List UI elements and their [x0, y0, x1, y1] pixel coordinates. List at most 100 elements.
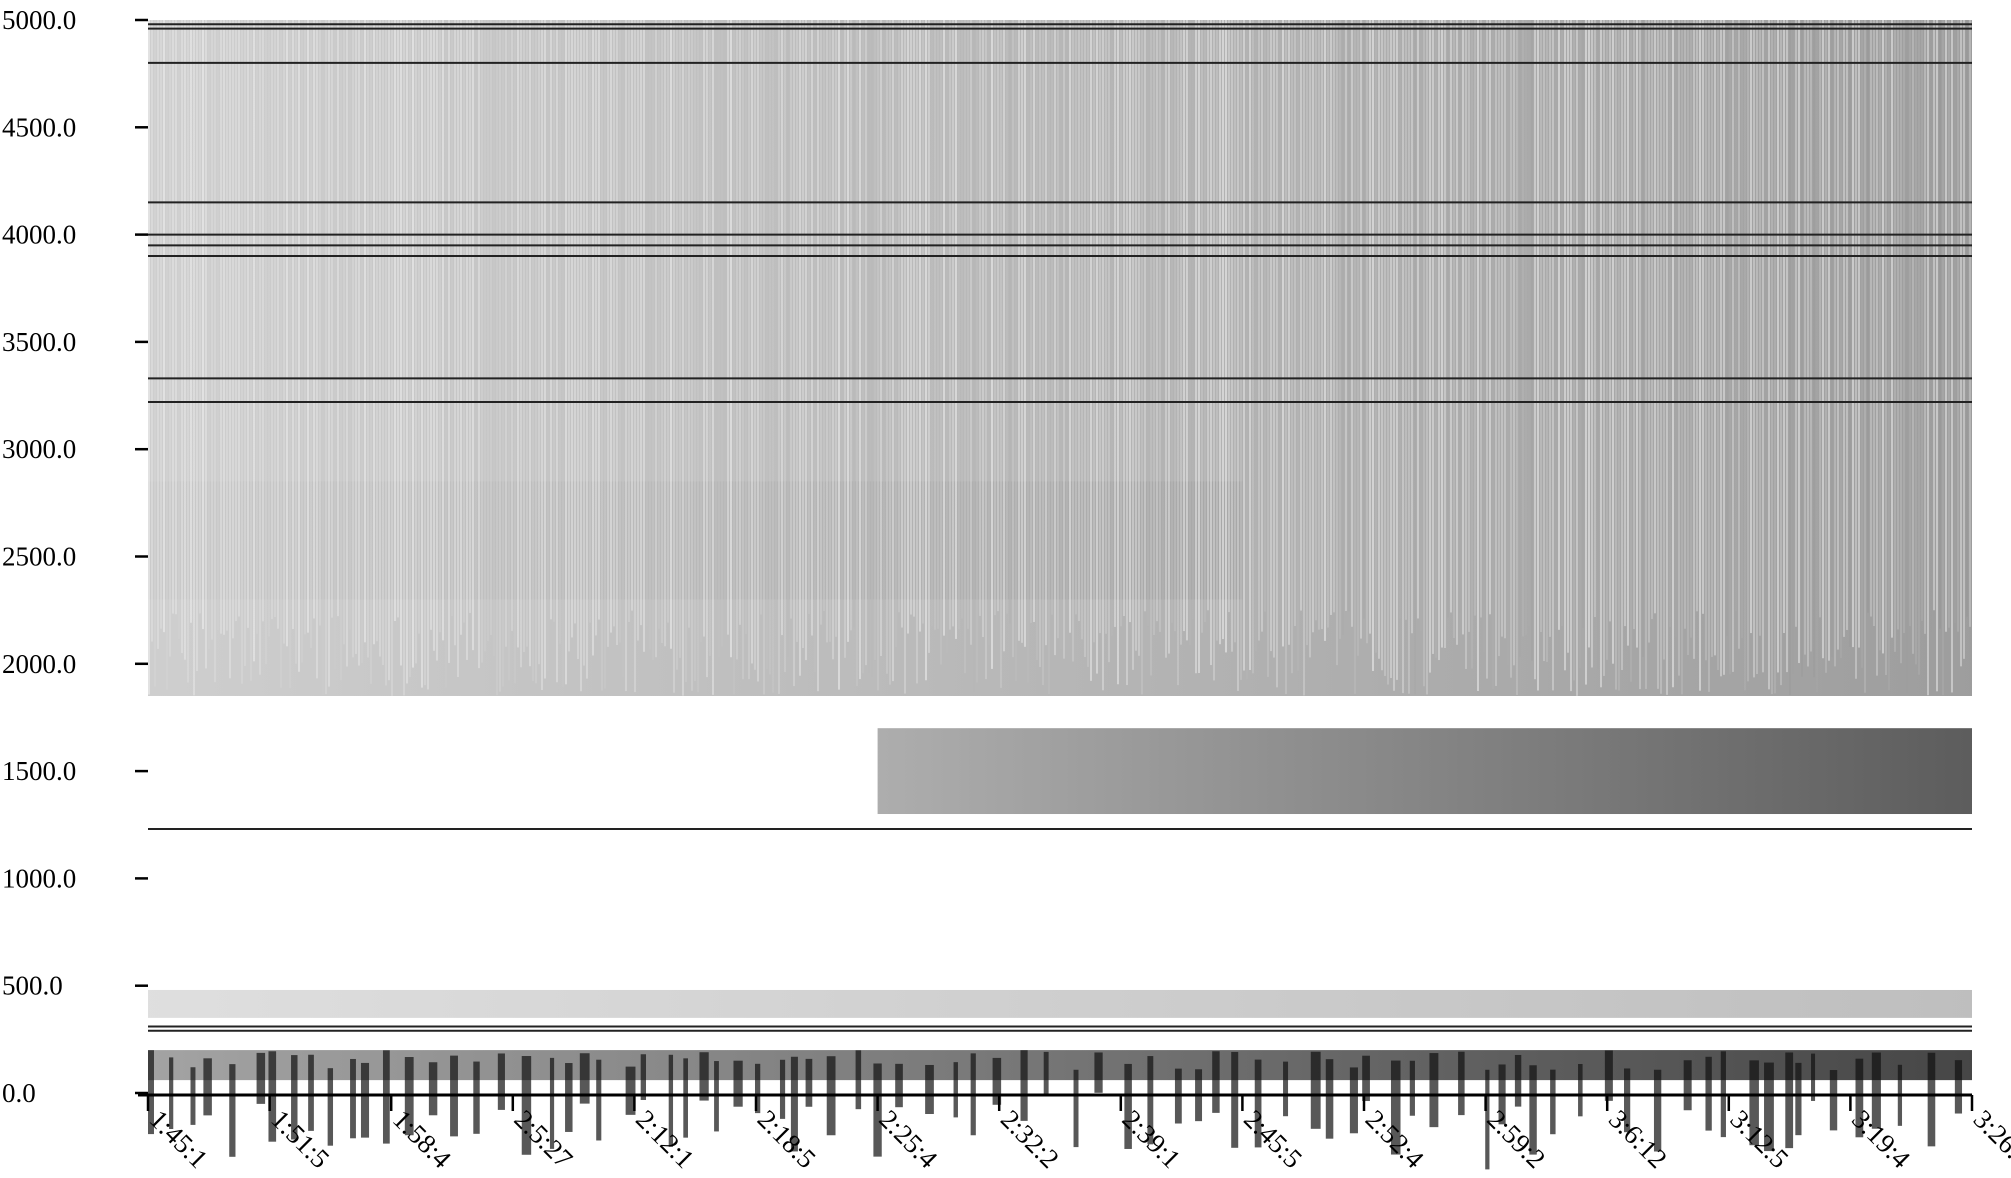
time-stripe — [496, 20, 498, 696]
time-stripe — [961, 20, 963, 619]
time-stripe — [1774, 20, 1776, 694]
time-stripe — [235, 20, 237, 622]
time-stripe — [745, 20, 747, 634]
time-stripe — [265, 20, 267, 665]
time-stripe — [1612, 20, 1614, 664]
time-stripe — [1594, 20, 1596, 618]
time-stripe — [1186, 20, 1188, 641]
time-stripe — [1267, 20, 1269, 677]
time-stripe — [1453, 20, 1455, 639]
time-stripe — [1564, 20, 1566, 671]
burst — [1124, 1063, 1132, 1149]
time-stripe — [898, 20, 900, 613]
time-stripe — [742, 20, 744, 680]
time-stripe — [811, 20, 813, 636]
time-stripe — [427, 20, 429, 690]
time-stripe — [727, 20, 729, 635]
time-stripe — [847, 20, 849, 642]
time-stripe — [1435, 20, 1437, 658]
time-stripe — [1696, 20, 1698, 612]
time-stripe — [949, 20, 951, 630]
time-stripe — [550, 20, 552, 620]
time-stripe — [1609, 20, 1611, 622]
y-tick-label: 0.0 — [2, 1078, 36, 1108]
time-stripe — [1426, 20, 1428, 695]
time-stripe — [1309, 20, 1311, 658]
time-stripe — [1747, 20, 1749, 682]
time-stripe — [1159, 20, 1161, 632]
time-stripe — [1315, 20, 1317, 621]
x-tick-label: 2:59:2 — [1481, 1104, 1551, 1174]
time-stripe — [1273, 20, 1275, 658]
time-stripe — [1093, 20, 1095, 643]
time-stripe — [790, 20, 792, 619]
time-stripe — [1672, 20, 1674, 688]
time-stripe — [586, 20, 588, 679]
time-stripe — [1555, 20, 1557, 630]
time-stripe — [766, 20, 768, 669]
x-tick-label: 2:32:2 — [995, 1104, 1065, 1174]
time-stripe — [1822, 20, 1824, 659]
time-stripe — [1684, 20, 1686, 629]
time-stripe — [520, 20, 522, 668]
time-stripe — [1255, 20, 1257, 652]
time-stripe — [712, 20, 714, 695]
time-stripe — [1459, 20, 1461, 613]
time-stripe — [220, 20, 222, 634]
time-stripe — [253, 20, 255, 662]
time-stripe — [1303, 20, 1305, 696]
time-stripe — [1840, 20, 1842, 658]
time-stripe — [283, 20, 285, 644]
time-stripe — [1885, 20, 1887, 676]
burst — [1871, 1052, 1881, 1129]
time-stripe — [1417, 20, 1419, 619]
time-stripe — [1891, 20, 1893, 638]
time-stripe — [1354, 20, 1356, 694]
time-stripe — [529, 20, 531, 667]
burst — [699, 1052, 709, 1101]
time-stripe — [772, 20, 774, 693]
time-stripe — [580, 20, 582, 692]
time-stripe — [721, 20, 723, 647]
time-stripe — [1288, 20, 1290, 645]
time-stripe — [1444, 20, 1446, 648]
time-stripe — [1540, 20, 1542, 632]
time-stripe — [943, 20, 945, 636]
time-stripe — [997, 20, 999, 612]
time-stripe — [775, 20, 777, 657]
time-stripe — [1318, 20, 1320, 630]
time-stripe — [1156, 20, 1158, 622]
time-stripe — [826, 20, 828, 643]
time-stripe — [1468, 20, 1470, 632]
y-tick-label: 4000.0 — [2, 220, 76, 250]
time-stripe — [1438, 20, 1440, 661]
time-stripe — [493, 20, 495, 657]
time-stripe — [1606, 20, 1608, 660]
time-stripe — [223, 20, 225, 635]
time-stripe — [1528, 20, 1530, 627]
time-stripe — [1726, 20, 1728, 636]
time-stripe — [982, 20, 984, 637]
time-stripe — [169, 20, 171, 657]
time-stripe — [502, 20, 504, 687]
time-stripe — [583, 20, 585, 666]
time-stripe — [184, 20, 186, 660]
time-stripe — [1477, 20, 1479, 691]
time-stripe — [1171, 20, 1173, 623]
time-stripe — [1057, 20, 1059, 639]
time-stripe — [439, 20, 441, 633]
time-stripe — [1915, 20, 1917, 665]
time-stripe — [1495, 20, 1497, 686]
time-stripe — [1432, 20, 1434, 654]
x-tick-label: 3:26:2 — [1968, 1104, 2011, 1174]
time-stripe — [1783, 20, 1785, 633]
time-stripe — [433, 20, 435, 651]
time-stripe — [1480, 20, 1482, 618]
time-stripe — [1252, 20, 1254, 674]
time-stripe — [1384, 20, 1386, 676]
time-stripe — [1585, 20, 1587, 685]
time-stripe — [871, 20, 873, 677]
x-tick-label: 2:45:5 — [1238, 1104, 1308, 1174]
y-tick-label: 5000.0 — [2, 5, 76, 35]
time-stripe — [994, 20, 996, 616]
